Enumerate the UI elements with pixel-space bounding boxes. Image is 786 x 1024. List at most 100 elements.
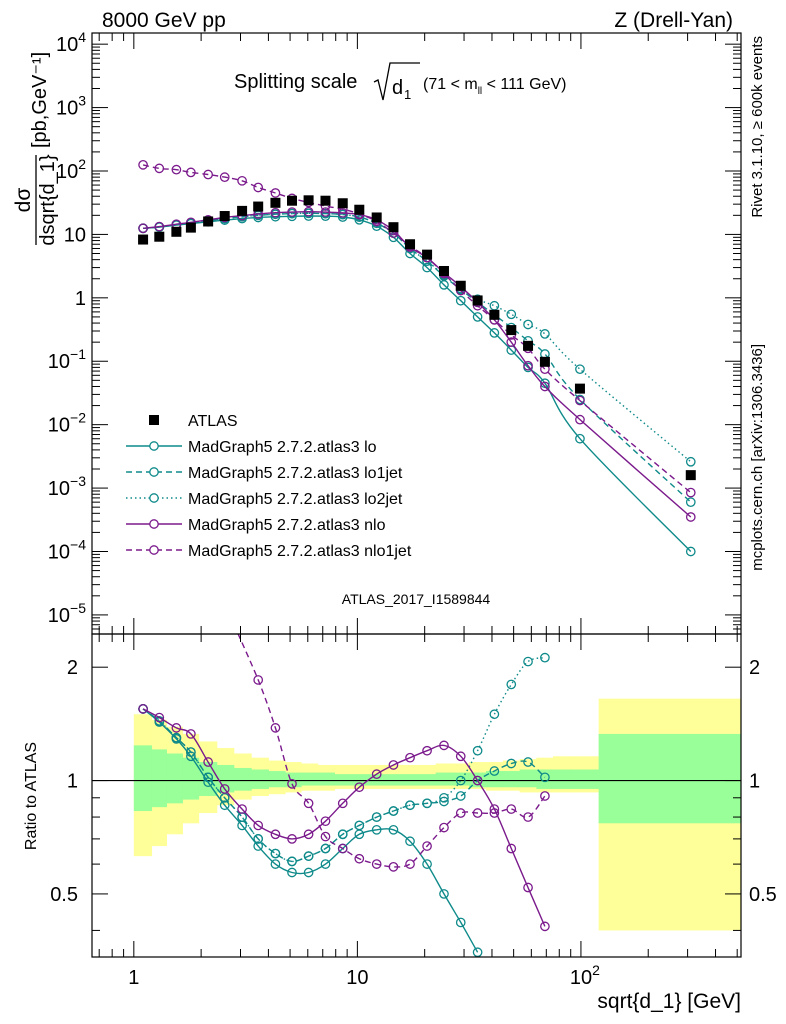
- ratio-series-3-point: [354, 782, 365, 793]
- ratio-series-3-point: [455, 751, 466, 762]
- atlas-data-point: [171, 226, 182, 237]
- ratio-series-2-point: [320, 843, 331, 854]
- ratio-series-4-point: [506, 804, 517, 814]
- ratio-series-3-point: [540, 921, 550, 932]
- ratio-series-3-point: [388, 760, 399, 770]
- ratio-series-1-point: [455, 791, 466, 801]
- atlas-data-point: [371, 212, 382, 223]
- main-series-0-point: [354, 214, 365, 225]
- y-tick-label: 10−5: [48, 600, 86, 627]
- x-axis-label: sqrt{d_1} [GeV]: [597, 990, 741, 1013]
- ratio-band-green: [519, 769, 537, 788]
- y-tick-label: 10−4: [48, 536, 86, 563]
- ratio-series-3-point: [472, 775, 483, 786]
- main-series-4-point: [685, 487, 696, 498]
- ratio-series-4-point: [388, 862, 399, 872]
- main-series-2-point: [489, 300, 500, 311]
- y-label-unit: [pb,GeV⁻¹]: [29, 52, 51, 148]
- ratio-series-3-point: [337, 798, 348, 809]
- plot-title: Splitting scale: [234, 71, 357, 93]
- x-tick-label: 10: [346, 967, 368, 989]
- ratio-band-green: [233, 767, 252, 791]
- ratio-series-4-point: [472, 808, 483, 818]
- mcplots-label: mcplots.cern.ch [arXiv:1306.3436]: [749, 344, 766, 571]
- ratio-band-green: [251, 769, 269, 789]
- main-series-4-point: [575, 395, 585, 406]
- x-tick-label: 102: [570, 962, 600, 989]
- ratio-y-tick-label: 1: [67, 771, 78, 793]
- main-series-2-point: [506, 309, 517, 320]
- atlas-data-point: [270, 197, 281, 208]
- ratio-series-3-point: [270, 829, 281, 840]
- ratio-series-3-point: [405, 752, 415, 763]
- ratio-y-label: Ratio to ATLAS: [23, 742, 40, 850]
- y-label-numerator: dσ: [12, 188, 35, 213]
- analysis-watermark: ATLAS_2017_I1589844: [342, 591, 491, 607]
- legend-marker-atlas: [149, 415, 159, 425]
- main-series-4-line: [142, 164, 692, 494]
- main-series-4-point: [270, 188, 281, 198]
- legend-marker-3: [149, 519, 159, 529]
- atlas-data-point: [253, 201, 264, 212]
- ratio-series-2-point: [439, 792, 449, 803]
- ratio-series-4-point: [455, 808, 466, 818]
- x-tick-label: 1: [128, 967, 139, 989]
- ratio-series-4-point: [337, 843, 348, 854]
- ratio-series-3-point: [287, 834, 297, 844]
- ratio-series-3-point: [186, 729, 196, 739]
- ratio-series-4-point: [354, 853, 365, 864]
- ratio-series-2-point: [405, 800, 415, 811]
- ratio-series-2-point: [506, 679, 517, 690]
- atlas-data-point: [138, 234, 149, 245]
- ratio-series-2-point: [422, 798, 432, 809]
- main-series-0-point: [489, 328, 500, 338]
- ratio-series-4-point: [523, 812, 533, 822]
- header-left: 8000 GeV pp: [102, 9, 226, 32]
- main-series-3-point: [685, 512, 696, 522]
- atlas-data-point: [154, 231, 165, 242]
- ratio-series-4-point: [320, 831, 331, 842]
- ratio-series-3-point: [439, 740, 449, 751]
- sqrt-symbol: [373, 62, 420, 101]
- ratio-series-2-point: [523, 656, 533, 667]
- main-series-3-point: [523, 360, 533, 371]
- ratio-series-2-point: [489, 709, 500, 720]
- ratio-series-3-point: [506, 843, 517, 854]
- main-series-4-point: [171, 164, 182, 175]
- atlas-data-point: [472, 295, 483, 306]
- atlas-data-point: [219, 211, 230, 222]
- ratio-series-2-point: [371, 812, 382, 822]
- main-series-4-point: [219, 172, 230, 182]
- main-series-0-point: [575, 433, 585, 444]
- atlas-data-point: [455, 280, 466, 291]
- y-tick-label: 103: [56, 93, 86, 120]
- ratio-series-3-point: [237, 804, 247, 814]
- main-series-3-point: [575, 414, 585, 425]
- main-series-3-line: [143, 210, 692, 518]
- ratio-series-4-point: [270, 723, 281, 733]
- ratio-band-green: [151, 749, 167, 808]
- ratio-y-tick-label-right: 1: [749, 771, 760, 793]
- y-axis-label: dσ dsqrt{d_1} [pb,GeV⁻¹]: [12, 52, 59, 246]
- main-series-0-point: [472, 312, 483, 322]
- ratio-series-2-point: [472, 745, 483, 756]
- y-tick-label: 104: [56, 29, 86, 56]
- main-series-4-point: [138, 160, 148, 170]
- y-tick-label: 10−1: [48, 346, 86, 373]
- atlas-data-point: [203, 216, 214, 227]
- ratio-series-0-point: [371, 824, 382, 835]
- ratio-series-0-point: [253, 841, 264, 851]
- title-subscript: 1: [404, 87, 411, 102]
- ratio-series-1-point: [523, 757, 533, 767]
- ratio-series-4-point: [405, 859, 415, 869]
- axes: [91, 32, 742, 958]
- atlas-data-point: [422, 249, 433, 260]
- ratio-series-0-point: [439, 889, 449, 899]
- ratio-series-2-point: [303, 851, 314, 861]
- ratio-series-4-point: [489, 808, 500, 818]
- y-tick-label: 1: [75, 288, 86, 310]
- ratio-series-0-point: [405, 836, 415, 847]
- main-series-4-point: [186, 167, 196, 178]
